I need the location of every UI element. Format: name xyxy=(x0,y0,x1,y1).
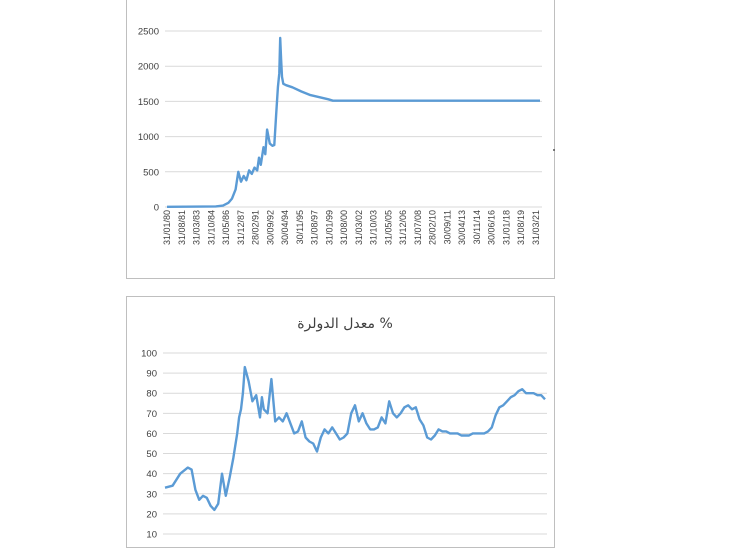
x-tick-label: 30/06/16 xyxy=(487,210,497,245)
x-tick-label: 31/01/80 xyxy=(162,210,172,245)
y-tick-label: 1000 xyxy=(138,132,159,143)
y-tick-label: 70 xyxy=(146,409,157,420)
x-tick-label: 31/08/81 xyxy=(177,210,187,245)
x-tick-label: 30/09/11 xyxy=(442,210,452,244)
y-tick-label: 100 xyxy=(141,349,157,360)
x-tick-label: 28/02/10 xyxy=(428,210,438,245)
y-tick-label: 2500 xyxy=(138,27,159,38)
dollarization-chart: 10 20 30 40 50 60 70 80 90 100 معدل الدولرة % xyxy=(141,316,547,541)
y-tick-label: 40 xyxy=(146,469,157,480)
y-tick-label: 1500 xyxy=(138,97,159,108)
chart-title: معدل الدولرة % xyxy=(297,316,393,332)
x-tick-label: 31/10/03 xyxy=(369,210,379,245)
x-tick-label: 30/04/13 xyxy=(457,210,467,245)
x-tick-label: 31/05/05 xyxy=(383,210,393,245)
x-tick-label: 31/12/06 xyxy=(398,210,408,245)
x-tick-label: 31/01/99 xyxy=(324,210,334,245)
x-tick-label: 31/03/21 xyxy=(531,210,541,245)
y-tick-label: 10 xyxy=(146,530,157,541)
x-tick-label: 31/03/02 xyxy=(354,210,364,245)
x-tick-label: 31/08/00 xyxy=(339,210,349,245)
y-tick-label: 50 xyxy=(146,449,157,460)
exchange-rate-chart: 0 500 1000 1500 2000 2500 31/01/80 31/08/81 31/0… xyxy=(138,27,542,245)
x-tick-label: 31/10/84 xyxy=(206,210,216,245)
x-tick-label: 28/02/91 xyxy=(251,210,261,245)
y-tick-label: 2000 xyxy=(138,62,159,73)
dollarization-chart-panel: 10 20 30 40 50 60 70 80 90 100 معدل الدولرة % xyxy=(126,296,555,548)
x-tick-label: 30/11/95 xyxy=(295,210,305,244)
y-tick-label: 60 xyxy=(146,429,157,440)
y-tick-label: 80 xyxy=(146,389,157,400)
y-tick-label: 30 xyxy=(146,489,157,500)
y-tick-label: 500 xyxy=(143,167,159,178)
x-tick-label: 31/12/87 xyxy=(236,210,246,245)
x-tick-label: 30/09/92 xyxy=(265,210,275,245)
x-tick-label: 31/08/97 xyxy=(310,210,320,245)
exchange-rate-chart-panel: 0 500 1000 1500 2000 2500 31/01/80 31/08/81 31/0… xyxy=(126,0,555,279)
stray-mark xyxy=(553,149,555,151)
x-tick-label: 31/01/18 xyxy=(501,210,511,245)
y-tick-label: 20 xyxy=(146,509,157,520)
x-tick-label: 31/03/83 xyxy=(192,210,202,245)
y-tick-label: 0 xyxy=(154,203,159,214)
series-line xyxy=(166,36,540,208)
x-tick-label: 31/05/86 xyxy=(221,210,231,245)
x-tick-label: 31/08/19 xyxy=(516,210,526,245)
y-tick-label: 90 xyxy=(146,369,157,380)
x-tick-label: 30/11/14 xyxy=(472,210,482,244)
x-tick-label: 30/04/94 xyxy=(280,210,290,245)
x-tick-label: 31/07/08 xyxy=(413,210,423,245)
series-line xyxy=(164,365,546,512)
